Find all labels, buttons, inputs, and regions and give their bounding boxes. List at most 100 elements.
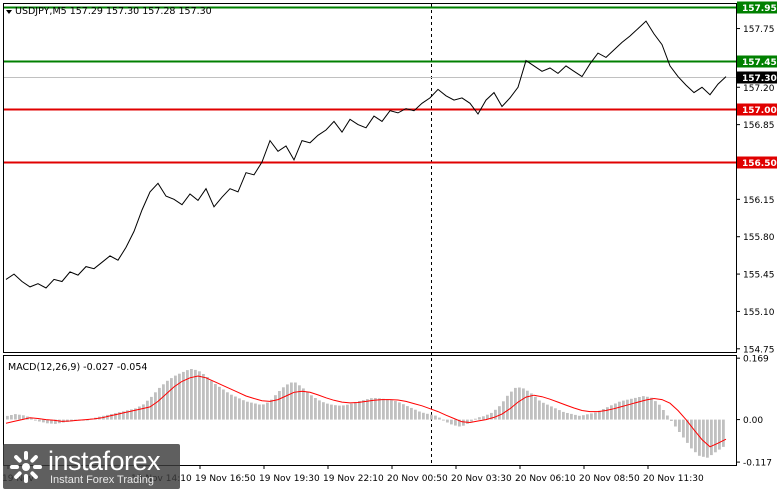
macd-histogram-bar [182,371,185,420]
macd-histogram-bar [418,411,421,420]
macd-histogram-bar [506,395,509,420]
macd-histogram-bar [486,414,489,420]
macd-histogram-bar [466,419,469,424]
level-label-157.00: 157.00 [742,106,777,116]
instaforex-brand: instaforex [48,446,161,476]
macd-histogram-bar [498,406,501,420]
macd-histogram-bar [54,419,57,424]
macd-histogram-bar [390,400,393,420]
macd-histogram-bar [6,415,9,420]
macd-histogram-bar [358,401,361,420]
macd-histogram-bar [334,405,337,420]
macd-histogram-bar [330,404,333,420]
macd-histogram-bar [414,409,417,420]
x-tick-label: 20 Nov 06:10 [515,474,576,484]
macd-histogram-bar [126,410,129,420]
symbol-header: USDJPY,M5 157.29 157.30 157.28 157.30 [15,6,212,17]
macd-histogram-bar [718,419,721,450]
macd-histogram-bar [34,419,37,421]
y-tick-label: 154.75 [743,345,775,355]
macd-histogram-bar [106,414,109,420]
macd-histogram-bar [278,391,281,420]
macd-histogram-bar [202,374,205,420]
macd-histogram-bar [706,419,709,458]
macd-histogram-bar [510,391,513,420]
macd-histogram-bar [610,405,613,420]
macd-histogram-bar [694,419,697,453]
macd-histogram-bar [714,419,717,453]
macd-histogram-bar [574,414,577,420]
macd-histogram-bar [542,402,545,420]
macd-histogram-bar [350,403,353,420]
macd-histogram-bar [378,398,381,420]
macd-histogram-bar [290,382,293,420]
macd-y-tick-label: -0.117 [743,459,772,469]
instaforex-watermark: instaforex Instant Forex Trading [3,444,180,489]
macd-histogram-bar [258,404,261,420]
macd-histogram-bar [654,401,657,420]
macd-histogram-bar [430,414,433,420]
macd-histogram-bar [678,419,681,432]
symbol-dropdown-icon[interactable] [6,10,12,14]
macd-histogram-bar [594,412,597,420]
macd-histogram-bar [698,419,701,456]
macd-histogram-bar [646,396,649,420]
macd-histogram-bar [434,415,437,420]
macd-histogram-bar [366,399,369,420]
macd-histogram-bar [274,395,277,420]
macd-histogram-bar [570,413,573,420]
macd-histogram-bar [598,410,601,420]
macd-histogram-bar [554,408,557,420]
macd-histogram-bar [162,384,165,420]
macd-histogram-bar [626,399,629,420]
macd-histogram-bar [562,411,565,420]
macd-histogram-bar [402,404,405,420]
x-tick-label: 19 Nov 16:50 [195,474,256,484]
macd-histogram-bar [310,395,313,420]
macd-histogram-bar [178,373,181,420]
macd-histogram-bar [174,375,177,420]
macd-histogram-bar [674,419,677,427]
macd-histogram-bar [130,409,133,420]
macd-histogram-bar [314,398,317,420]
macd-y-tick-label: 0.169 [743,355,769,365]
macd-histogram-bar [642,396,645,420]
macd-histogram-bar [158,387,161,420]
macd-histogram-bar [226,392,229,420]
macd-histogram-bar [18,414,21,420]
macd-histogram-bar [298,385,301,420]
macd-histogram-bar [370,398,373,420]
macd-histogram-bar [526,390,529,420]
macd-histogram-bar [422,412,425,420]
macd-histogram-bar [470,419,473,422]
macd-histogram-bar [534,396,537,420]
macd-histogram-bar [246,401,249,420]
y-tick-label: 155.10 [743,308,775,318]
macd-histogram-bar [302,388,305,420]
macd-histogram-bar [494,409,497,420]
macd-histogram-bar [190,369,193,420]
macd-histogram-bar [474,418,477,420]
macd-histogram-bar [118,412,121,420]
macd-histogram-bar [566,413,569,420]
macd-histogram-bar [458,419,461,427]
macd-histogram-bar [114,413,117,420]
macd-header: MACD(12,26,9) -0.027 -0.054 [8,362,147,373]
macd-histogram-bar [590,413,593,420]
macd-signal-line [5,375,727,448]
macd-histogram-bar [630,398,633,420]
macd-histogram-bar [606,407,609,420]
macd-histogram-bar [550,406,553,420]
macd-histogram-bar [342,405,345,420]
macd-histogram-bar [442,419,445,421]
price-panel [3,3,737,353]
level-tag-157.95 [737,1,777,14]
macd-histogram-bar [282,387,285,420]
macd-histogram-bar [270,399,273,420]
macd-histogram-bar [206,377,209,420]
macd-histogram-bar [354,402,357,420]
y-tick-label: 156.15 [743,196,775,206]
macd-histogram-bar [478,417,481,420]
